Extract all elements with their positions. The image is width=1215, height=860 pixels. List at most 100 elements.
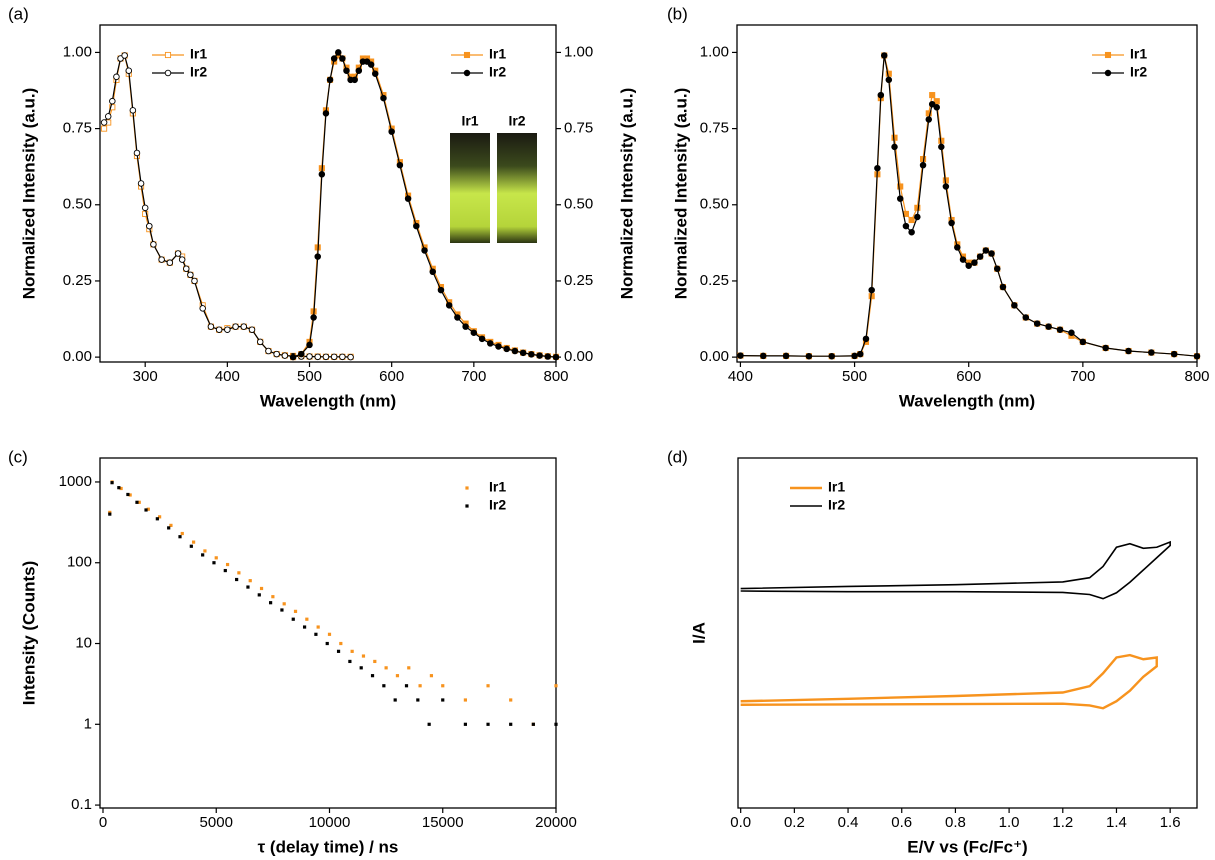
data-point [478,335,486,343]
data-point [999,283,1007,291]
data-point [155,517,159,521]
data-point [108,512,112,516]
y-tick-label: 10 [75,634,92,651]
plot-frame [737,457,1198,809]
x-tick-label: 0.4 [838,814,859,831]
data-point [395,674,400,678]
data-point [322,110,330,117]
data-point [257,593,261,597]
data-point [495,343,502,350]
y-tick-label: 1000 [59,473,92,490]
legend-label: Ir1 [489,46,506,62]
x-tick-label: 20000 [535,814,577,831]
y2-tick-label: 0.50 [564,196,593,213]
data-point [441,698,445,702]
data-point [393,698,397,702]
data-point [437,286,445,294]
y-tick-label: 1 [84,715,92,732]
data-point [851,352,858,360]
data-point [109,104,116,111]
data-point [166,259,174,266]
legend-marker [1104,69,1112,77]
data-point [486,722,490,726]
x-tick-label: 0.0 [730,814,751,831]
data-point [531,722,535,726]
y-tick-label: 0.25 [63,272,92,289]
data-point [982,247,990,254]
y-axis-title: Normalized Intensity (a.u.) [19,88,38,300]
data-point [289,353,297,361]
data-point [178,535,182,539]
data-point [180,531,184,536]
data-point [355,67,363,74]
data-point [948,219,955,227]
x-axis-title: Wavelength (nm) [899,391,1035,410]
data-point [509,698,513,702]
data-point [486,684,490,688]
data-point [248,326,256,333]
data-point [137,180,145,187]
data-point [314,632,318,636]
data-point [167,526,171,530]
data-point [519,349,527,357]
data-point [1079,338,1087,346]
data-point [454,314,461,321]
data-point [928,100,936,108]
data-point [174,250,182,257]
legend-label: Ir1 [828,479,845,495]
x-tick-label: 15000 [422,814,464,831]
data-point [326,76,334,84]
data-point [954,244,961,251]
data-point [503,345,510,353]
data-point [427,722,431,726]
data-point [339,353,346,361]
data-point [1125,347,1132,355]
data-point [330,55,338,62]
data-point [429,268,437,276]
data-point [891,134,898,141]
legend-marker [463,51,471,59]
data-point [552,353,560,361]
data-point [418,684,422,688]
data-point [293,609,298,613]
data-point [404,195,412,202]
data-point [298,350,305,358]
data-point [306,353,313,360]
data-point [100,119,108,126]
data-point [528,351,535,358]
plot-frame [99,24,557,363]
x-tick-label: 0.8 [945,814,966,831]
data-point [158,515,162,519]
data-point [224,326,231,333]
data-point [885,76,893,84]
data-point [382,684,386,688]
data-point [404,684,409,688]
data-point [942,183,950,190]
data-point [314,253,321,260]
legend-marker [164,69,172,77]
data-point [265,347,272,355]
y2-tick-label: 0.00 [564,348,593,365]
data-point [908,228,915,236]
data-point [938,143,945,151]
legend-marker [1104,51,1112,59]
x-tick-label: 400 [728,368,753,385]
x-axis-title: Wavelength (nm) [260,391,396,410]
x-tick-label: 800 [543,368,568,385]
data-point [335,49,342,56]
data-point [891,143,898,151]
panel-label: (d) [667,447,688,466]
y-tick-label: 0.50 [63,196,92,213]
data-point [108,510,112,514]
data-point [348,659,352,664]
data-point [463,722,467,726]
data-point [150,241,157,248]
data-point [129,107,137,114]
data-point [339,641,343,646]
data-point [280,608,284,612]
data-point [271,595,275,599]
data-point [343,67,350,74]
data-point [388,128,395,135]
legend-label: Ir2 [828,497,845,513]
data-point [965,262,972,269]
